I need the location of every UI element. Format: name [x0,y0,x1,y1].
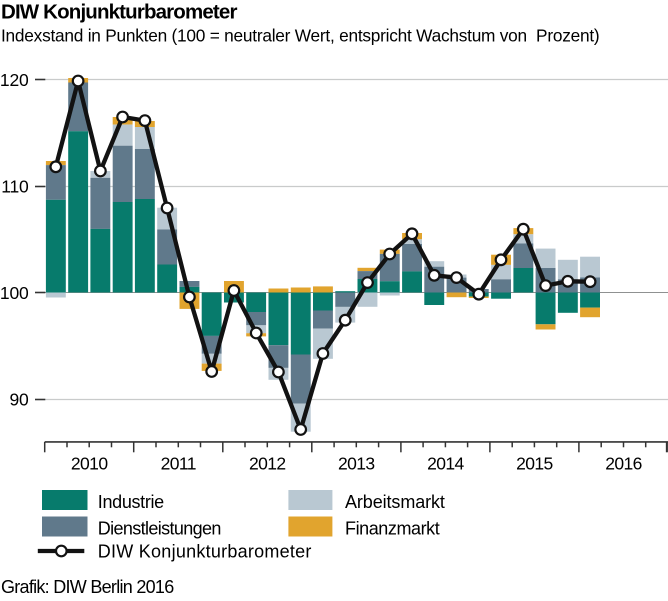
svg-text:2013: 2013 [338,454,375,474]
svg-text:Industrie: Industrie [98,492,164,512]
svg-text:2016: 2016 [605,454,642,474]
svg-text:2011: 2011 [161,454,196,474]
svg-text:DIW Konjunkturbarometer: DIW Konjunkturbarometer [1,0,237,23]
svg-text:Indexstand in Punkten (100 = n: Indexstand in Punkten (100 = neutraler W… [1,26,599,46]
svg-text:120: 120 [0,70,29,90]
svg-text:Finanzmarkt: Finanzmarkt [345,518,440,538]
svg-text:Grafik: DIW Berlin 2016: Grafik: DIW Berlin 2016 [1,577,174,597]
svg-text:2012: 2012 [249,454,286,474]
svg-text:2015: 2015 [516,454,553,474]
svg-text:90: 90 [9,390,29,410]
svg-text:110: 110 [1,177,29,197]
svg-text:100: 100 [0,283,29,303]
svg-text:Arbeitsmarkt: Arbeitsmarkt [345,492,445,512]
svg-text:2014: 2014 [427,454,464,474]
svg-text:2010: 2010 [71,454,108,474]
svg-text:Dienstleistungen: Dienstleistungen [98,518,221,538]
svg-text:DIW Konjunkturbarometer: DIW Konjunkturbarometer [98,542,312,562]
